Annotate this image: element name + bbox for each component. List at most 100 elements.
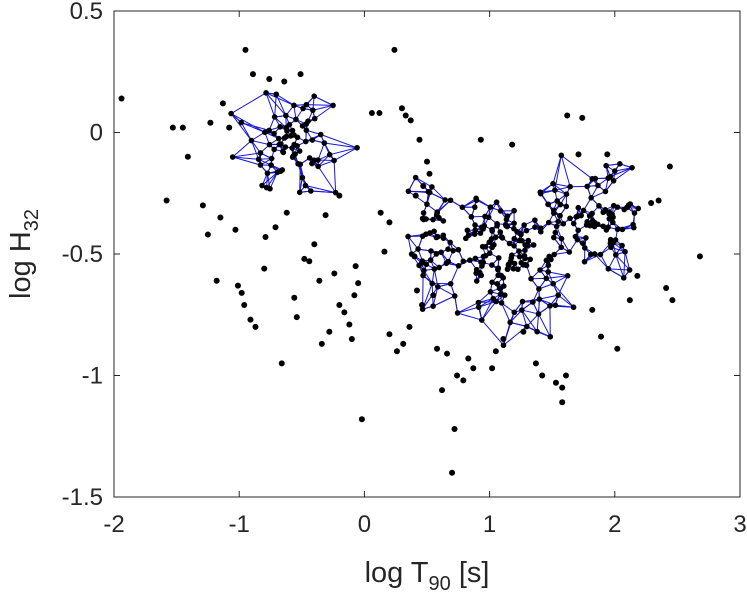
network-node xyxy=(429,281,435,287)
data-point xyxy=(400,341,406,347)
network-node xyxy=(273,91,279,97)
network-node xyxy=(559,236,565,242)
network-node xyxy=(268,162,274,168)
network-node xyxy=(575,237,581,243)
network-node xyxy=(578,213,584,219)
network-node xyxy=(420,273,426,279)
x-tick-label: 1 xyxy=(483,511,496,538)
network-node xyxy=(304,127,310,133)
data-point xyxy=(478,137,484,143)
data-point xyxy=(493,348,499,354)
network-node xyxy=(474,267,480,273)
network-node xyxy=(571,304,577,310)
network-node xyxy=(500,235,506,241)
network-node xyxy=(424,201,430,207)
network-node xyxy=(598,252,604,258)
network-node xyxy=(278,168,284,174)
data-point xyxy=(520,329,526,335)
network-node xyxy=(405,234,411,240)
network-node xyxy=(589,211,595,217)
network-node xyxy=(479,317,485,323)
network-node xyxy=(421,268,427,274)
network-node xyxy=(537,189,543,195)
data-point xyxy=(559,399,565,405)
network-node xyxy=(486,239,492,245)
network-node xyxy=(611,178,617,184)
network-node xyxy=(500,275,506,281)
network-node xyxy=(311,93,317,99)
network-node xyxy=(538,229,544,235)
data-point xyxy=(298,71,304,77)
network-node xyxy=(304,102,310,108)
network-node xyxy=(524,324,530,330)
x-tick-label: 3 xyxy=(733,511,746,538)
network-node xyxy=(330,103,336,109)
network-node xyxy=(430,217,436,223)
network-node xyxy=(466,232,472,238)
network-node xyxy=(420,233,426,239)
network-node xyxy=(488,204,494,210)
data-point xyxy=(563,373,569,379)
network-node xyxy=(532,217,538,223)
network-node xyxy=(474,278,480,284)
network-node xyxy=(291,103,297,109)
data-point xyxy=(634,273,640,279)
network-node xyxy=(426,189,432,195)
data-point xyxy=(220,100,226,106)
network-node xyxy=(428,248,434,254)
network-node xyxy=(415,246,421,252)
network-node xyxy=(420,216,426,222)
data-point xyxy=(359,416,365,422)
network-node xyxy=(537,267,543,273)
network-node xyxy=(498,286,504,292)
network-node xyxy=(600,223,606,229)
network-node xyxy=(575,205,581,211)
network-node xyxy=(483,244,489,250)
network-node xyxy=(256,156,262,162)
network-node xyxy=(441,232,447,238)
network-node xyxy=(592,224,598,230)
network-node xyxy=(476,304,482,310)
network-node xyxy=(608,244,614,250)
network-node xyxy=(271,131,277,137)
network-node xyxy=(546,220,552,226)
network-node xyxy=(283,144,289,150)
network-node xyxy=(537,296,543,302)
network-node xyxy=(297,190,303,196)
network-node xyxy=(553,230,559,236)
data-point xyxy=(460,377,466,383)
network-node xyxy=(505,266,511,272)
network-node xyxy=(293,117,299,123)
data-point xyxy=(414,287,420,293)
network-node xyxy=(473,256,479,262)
data-point xyxy=(266,76,272,82)
data-point xyxy=(200,202,206,208)
network-node xyxy=(583,235,589,241)
data-point xyxy=(351,292,357,298)
data-point xyxy=(663,285,669,291)
data-point xyxy=(232,227,238,233)
network-node xyxy=(489,227,495,233)
network-node xyxy=(612,168,618,174)
network-node xyxy=(574,214,580,220)
network-node xyxy=(560,221,566,227)
network-node xyxy=(460,259,466,265)
network-node xyxy=(553,302,559,308)
data-point xyxy=(500,336,506,342)
data-point xyxy=(411,253,417,259)
network-node xyxy=(534,329,540,335)
network-node xyxy=(555,219,561,225)
data-point xyxy=(164,198,170,204)
network-node xyxy=(617,161,623,167)
network-node xyxy=(445,246,451,252)
network-node xyxy=(331,158,337,164)
network-node xyxy=(494,199,500,205)
network-node xyxy=(546,254,552,260)
network-node xyxy=(550,281,556,287)
network-node xyxy=(310,137,316,143)
data-point xyxy=(185,154,191,160)
network-node xyxy=(497,229,503,235)
x-tick-label: -1 xyxy=(229,511,250,538)
network-node xyxy=(602,207,608,213)
network-node xyxy=(472,222,478,228)
